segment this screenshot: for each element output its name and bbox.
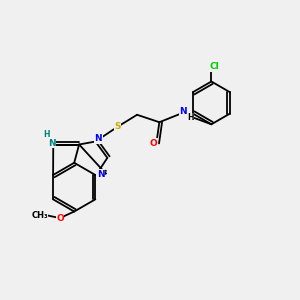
Text: H: H (44, 130, 50, 140)
Text: S: S (115, 122, 121, 131)
Text: CH₃: CH₃ (32, 211, 48, 220)
Text: O: O (149, 139, 157, 148)
Text: O: O (56, 214, 64, 223)
Text: N: N (94, 134, 102, 143)
Text: N: N (48, 139, 56, 148)
Text: Cl: Cl (209, 62, 219, 71)
Text: N: N (97, 170, 104, 179)
Text: N: N (179, 107, 187, 116)
Text: H: H (187, 113, 194, 122)
